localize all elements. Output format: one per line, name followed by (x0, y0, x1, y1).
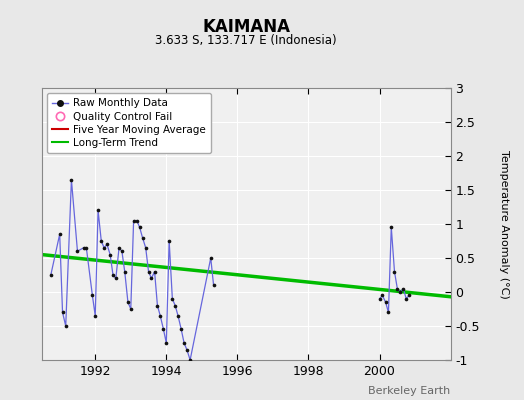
Point (67, 177, 75, 183)
Point (115, 244, 123, 251)
Point (79, 244, 88, 251)
Point (375, 296, 384, 302)
Point (378, 292, 387, 298)
Point (168, 296, 177, 302)
Point (61, 323, 70, 329)
Y-axis label: Temperature Anomaly (°C): Temperature Anomaly (°C) (499, 150, 509, 298)
Point (162, 340, 170, 346)
Point (384, 309, 392, 316)
Point (103, 241, 111, 248)
Point (47, 272, 55, 278)
Point (106, 251, 114, 258)
Point (144, 268, 152, 275)
Point (180, 340, 188, 346)
Point (183, 346, 191, 353)
Point (109, 272, 117, 278)
Point (206, 255, 215, 261)
Point (94, 207, 102, 214)
Point (124, 299, 132, 306)
Point (165, 238, 173, 244)
Point (118, 248, 126, 254)
Point (58, 309, 67, 316)
Point (133, 218, 141, 224)
Point (112, 275, 120, 282)
Point (171, 302, 179, 309)
Text: 3.633 S, 133.717 E (Indonesia): 3.633 S, 133.717 E (Indonesia) (156, 34, 337, 47)
Point (387, 224, 396, 230)
Point (141, 244, 150, 251)
Point (150, 268, 159, 275)
Point (136, 224, 144, 230)
Point (138, 234, 147, 241)
Point (402, 296, 410, 302)
Point (177, 326, 185, 333)
Point (147, 275, 156, 282)
Point (186, 357, 194, 363)
Text: Berkeley Earth: Berkeley Earth (368, 386, 451, 396)
Point (174, 313, 182, 319)
Legend: Raw Monthly Data, Quality Control Fail, Five Year Moving Average, Long-Term Tren: Raw Monthly Data, Quality Control Fail, … (47, 93, 211, 153)
Point (88, 292, 96, 298)
Point (56, 231, 64, 237)
Text: KAIMANA: KAIMANA (202, 18, 290, 36)
Point (381, 299, 390, 306)
Point (82, 244, 91, 251)
Point (121, 268, 129, 275)
Point (396, 289, 405, 295)
Point (210, 282, 218, 288)
Point (127, 306, 135, 312)
Point (91, 313, 100, 319)
Point (390, 268, 399, 275)
Point (399, 286, 408, 292)
Point (156, 313, 165, 319)
Point (159, 326, 168, 333)
Point (97, 238, 105, 244)
Point (100, 244, 108, 251)
Point (405, 292, 413, 298)
Point (153, 302, 161, 309)
Point (129, 218, 138, 224)
Point (393, 286, 401, 292)
Point (73, 248, 82, 254)
